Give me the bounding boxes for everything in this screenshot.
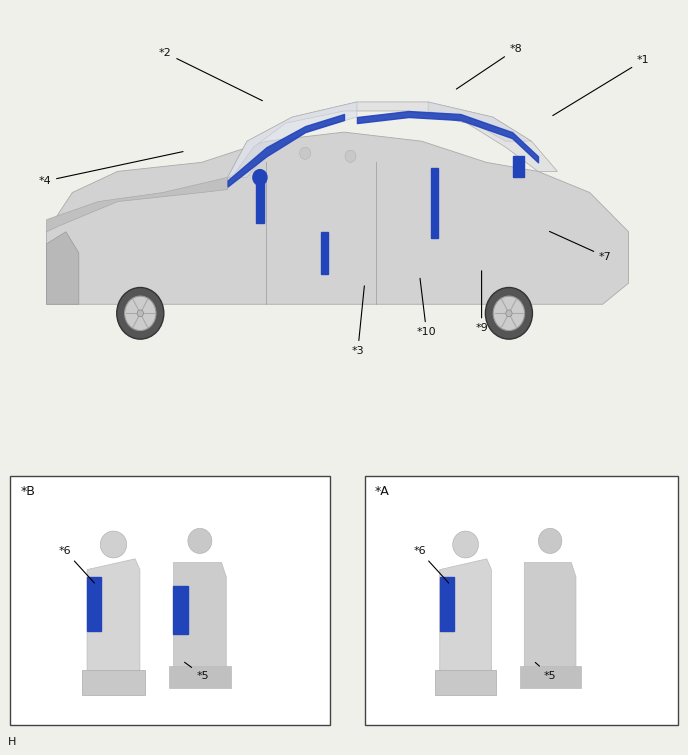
Text: *10: *10: [417, 279, 436, 337]
Polygon shape: [440, 577, 454, 630]
Text: *8: *8: [456, 44, 522, 89]
Text: *5: *5: [535, 662, 557, 681]
Text: *5: *5: [184, 662, 209, 681]
Polygon shape: [169, 667, 231, 688]
Circle shape: [252, 169, 268, 186]
Polygon shape: [431, 168, 438, 238]
Polygon shape: [87, 577, 102, 630]
Circle shape: [345, 150, 356, 162]
Circle shape: [486, 288, 533, 339]
Polygon shape: [87, 559, 140, 688]
Circle shape: [125, 296, 156, 331]
Polygon shape: [83, 670, 144, 695]
Text: *3: *3: [352, 286, 365, 356]
Text: H: H: [8, 738, 17, 747]
Ellipse shape: [453, 531, 479, 558]
Text: *2: *2: [159, 48, 262, 100]
Polygon shape: [47, 232, 79, 304]
Polygon shape: [321, 232, 328, 274]
Polygon shape: [228, 102, 557, 177]
Text: *7: *7: [550, 232, 612, 262]
Circle shape: [493, 296, 525, 331]
Text: *9: *9: [475, 271, 488, 334]
Polygon shape: [440, 559, 491, 688]
Text: *4: *4: [39, 152, 183, 186]
Polygon shape: [173, 586, 188, 634]
Polygon shape: [256, 183, 264, 223]
Ellipse shape: [188, 528, 212, 553]
Ellipse shape: [539, 528, 562, 553]
Text: *6: *6: [413, 546, 449, 583]
FancyBboxPatch shape: [10, 476, 330, 725]
Polygon shape: [47, 132, 629, 304]
Polygon shape: [513, 156, 524, 177]
Circle shape: [506, 310, 512, 317]
Polygon shape: [47, 177, 228, 232]
Polygon shape: [228, 102, 357, 177]
Polygon shape: [428, 102, 532, 141]
Polygon shape: [435, 670, 496, 695]
Text: *6: *6: [59, 546, 94, 583]
Circle shape: [300, 147, 311, 159]
Polygon shape: [173, 562, 226, 681]
Ellipse shape: [100, 531, 127, 558]
Circle shape: [117, 288, 164, 339]
Text: *1: *1: [552, 55, 649, 116]
Polygon shape: [519, 667, 581, 688]
Circle shape: [137, 310, 143, 317]
Text: *B: *B: [21, 485, 36, 498]
FancyBboxPatch shape: [365, 476, 678, 725]
Polygon shape: [524, 562, 576, 681]
Text: *A: *A: [375, 485, 389, 498]
